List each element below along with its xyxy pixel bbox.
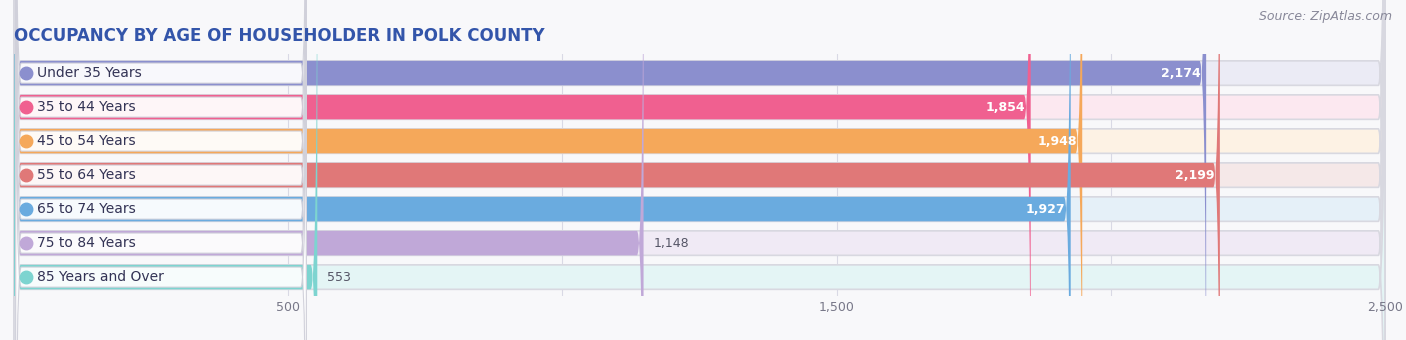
Text: 1,927: 1,927 <box>1025 203 1066 216</box>
FancyBboxPatch shape <box>15 0 307 340</box>
Text: 2,174: 2,174 <box>1161 67 1201 80</box>
FancyBboxPatch shape <box>14 0 1385 340</box>
Text: 55 to 64 Years: 55 to 64 Years <box>37 168 136 182</box>
FancyBboxPatch shape <box>15 0 307 340</box>
Text: 65 to 74 Years: 65 to 74 Years <box>37 202 136 216</box>
FancyBboxPatch shape <box>14 0 318 340</box>
FancyBboxPatch shape <box>14 0 1083 340</box>
Text: 1,854: 1,854 <box>986 101 1025 114</box>
FancyBboxPatch shape <box>14 0 644 340</box>
Text: OCCUPANCY BY AGE OF HOUSEHOLDER IN POLK COUNTY: OCCUPANCY BY AGE OF HOUSEHOLDER IN POLK … <box>14 27 544 45</box>
FancyBboxPatch shape <box>15 0 307 340</box>
Text: Under 35 Years: Under 35 Years <box>37 66 142 80</box>
FancyBboxPatch shape <box>14 0 1385 340</box>
FancyBboxPatch shape <box>14 0 1206 340</box>
FancyBboxPatch shape <box>14 0 1220 340</box>
Text: 1,148: 1,148 <box>654 237 689 250</box>
FancyBboxPatch shape <box>15 0 307 340</box>
Text: 35 to 44 Years: 35 to 44 Years <box>37 100 136 114</box>
Text: Source: ZipAtlas.com: Source: ZipAtlas.com <box>1258 10 1392 23</box>
Text: 45 to 54 Years: 45 to 54 Years <box>37 134 136 148</box>
FancyBboxPatch shape <box>15 0 307 340</box>
FancyBboxPatch shape <box>14 0 1385 340</box>
FancyBboxPatch shape <box>15 0 307 340</box>
FancyBboxPatch shape <box>14 0 1385 340</box>
Text: 553: 553 <box>328 271 352 284</box>
FancyBboxPatch shape <box>14 0 1031 340</box>
Text: 1,948: 1,948 <box>1038 135 1077 148</box>
FancyBboxPatch shape <box>14 0 1385 340</box>
FancyBboxPatch shape <box>14 0 1385 340</box>
Text: 85 Years and Over: 85 Years and Over <box>37 270 165 284</box>
Text: 75 to 84 Years: 75 to 84 Years <box>37 236 136 250</box>
FancyBboxPatch shape <box>14 0 1385 340</box>
Text: 2,199: 2,199 <box>1175 169 1215 182</box>
FancyBboxPatch shape <box>14 0 1071 340</box>
FancyBboxPatch shape <box>15 0 307 340</box>
